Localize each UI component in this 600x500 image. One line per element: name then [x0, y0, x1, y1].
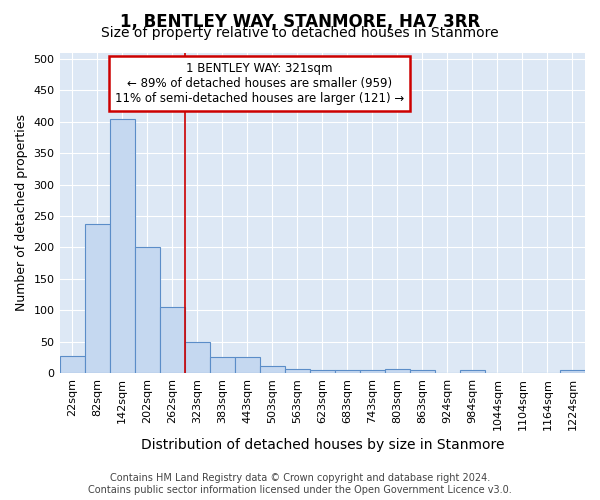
Text: Contains HM Land Registry data © Crown copyright and database right 2024.
Contai: Contains HM Land Registry data © Crown c… [88, 474, 512, 495]
Bar [235, 358, 260, 373]
Text: 1, BENTLEY WAY, STANMORE, HA7 3RR: 1, BENTLEY WAY, STANMORE, HA7 3RR [120, 12, 480, 30]
Text: 1 BENTLEY WAY: 321sqm
← 89% of detached houses are smaller (959)
11% of semi-det: 1 BENTLEY WAY: 321sqm ← 89% of detached … [115, 62, 404, 105]
X-axis label: Distribution of detached houses by size in Stanmore: Distribution of detached houses by size … [140, 438, 504, 452]
Bar [410, 370, 435, 373]
Bar [59, 356, 85, 373]
Bar [110, 118, 134, 373]
Bar [185, 342, 209, 373]
Bar [360, 370, 385, 373]
Bar [310, 370, 335, 373]
Bar [85, 224, 110, 373]
Bar [260, 366, 285, 373]
Bar [460, 370, 485, 373]
Bar [385, 369, 410, 373]
Bar [134, 248, 160, 373]
Bar [285, 369, 310, 373]
Bar [209, 358, 235, 373]
Bar [560, 370, 585, 373]
Bar [160, 306, 185, 373]
Bar [335, 370, 360, 373]
Text: Size of property relative to detached houses in Stanmore: Size of property relative to detached ho… [101, 26, 499, 40]
Y-axis label: Number of detached properties: Number of detached properties [15, 114, 28, 312]
